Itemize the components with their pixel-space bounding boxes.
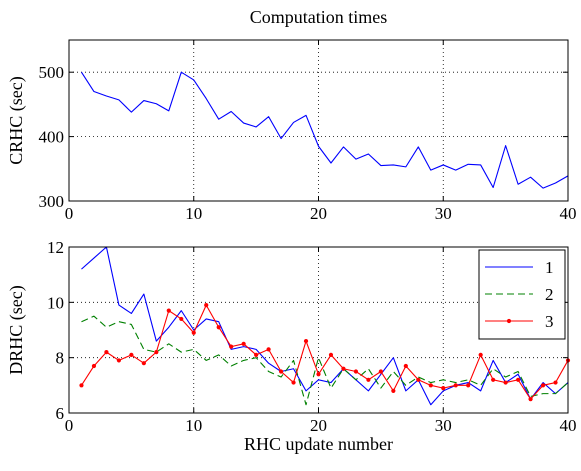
bottom-chart-y-tick-label: 10 [47, 293, 64, 312]
top-chart-y-tick-label: 300 [39, 192, 65, 211]
bottom-chart-series-3-point [503, 380, 508, 385]
legend-marker-3 [506, 318, 512, 324]
bottom-chart-series-3-point [328, 352, 334, 357]
bottom-chart-series-line-1 [81, 246, 569, 406]
top-chart-x-tick-label: 40 [560, 204, 577, 223]
top-chart-x-tick-label: 20 [310, 204, 327, 223]
bottom-chart-y-tick-label: 8 [56, 349, 65, 368]
top-chart: 0 10 20 30 40 300 400 500 Computation times CRHC … [6, 7, 577, 223]
bottom-chart-x-tick-label: 20 [310, 416, 327, 435]
bottom-chart-series-3-point [553, 380, 558, 385]
top-chart-y-tick-label: 400 [39, 128, 65, 147]
legend-label-1: 1 [545, 258, 554, 277]
bottom-chart-series-3-point [378, 369, 383, 374]
bottom-chart-y-tick-label: 12 [47, 238, 64, 257]
bottom-chart-series-3-point [216, 325, 221, 330]
legend-label-3: 3 [545, 312, 554, 331]
bottom-chart-legend: 1 2 3 [478, 249, 566, 340]
bottom-chart-series-3-point [416, 377, 421, 382]
bottom-chart-series-3-point [491, 377, 496, 382]
bottom-chart-series-3-point [540, 383, 546, 388]
bottom-chart-series-3-point [303, 338, 309, 344]
bottom-chart-series-3-point [241, 341, 246, 346]
bottom-chart-series-3-point [291, 380, 296, 385]
bottom-chart-series-3-point [254, 352, 259, 357]
bottom-chart-series-3-point [141, 361, 146, 366]
bottom-chart-series-3-point [129, 352, 134, 357]
top-chart-title: Computation times [250, 7, 388, 27]
top-chart-series-line [81, 71, 569, 189]
bottom-chart-series-3-point [391, 388, 396, 393]
top-chart-y-axis-label: CRHC (sec) [6, 76, 27, 165]
bottom-chart-series-3-point [204, 303, 209, 308]
legend-label-2: 2 [545, 285, 554, 304]
bottom-chart-series-3-point [91, 363, 97, 369]
bottom-chart-series-3-point [191, 330, 196, 335]
bottom-chart-series-line-2 [81, 315, 569, 406]
bottom-chart-x-axis-label: RHC update number [244, 434, 393, 454]
bottom-chart-series-3-point [166, 308, 171, 313]
top-chart-y-tick-label: 500 [39, 63, 65, 82]
bottom-chart-y-tick-label: 6 [56, 404, 65, 423]
bottom-chart-series-3-point [229, 344, 234, 349]
bottom-chart-series-3-point [278, 369, 284, 374]
bottom-chart-series-3-point [154, 350, 159, 355]
bottom-chart-series-3-point [453, 383, 458, 388]
bottom-chart-x-tick-label: 0 [65, 416, 74, 435]
bottom-chart-series-3-point [266, 347, 271, 352]
bottom-chart-series-3-point [341, 366, 346, 371]
top-chart-x-tick-label: 0 [65, 204, 74, 223]
bottom-chart-series-3-point [516, 377, 521, 382]
bottom-chart-series-3-point [179, 316, 184, 322]
bottom-chart-series-3-point [403, 363, 408, 369]
bottom-chart-series-3-point [478, 352, 483, 357]
bottom-chart-series-3-point [366, 377, 371, 382]
bottom-chart-x-tick-label: 40 [560, 416, 577, 435]
bottom-chart-x-tick-label: 30 [435, 416, 452, 435]
bottom-chart-series-3-point [79, 383, 84, 388]
bottom-chart-series-line-3 [81, 304, 569, 400]
bottom-chart-y-axis-label: DRHC (sec) [6, 285, 27, 374]
bottom-chart-series-3-point [316, 372, 321, 377]
top-chart-x-tick-label: 30 [435, 204, 452, 223]
bottom-chart-series-3-point [428, 383, 433, 388]
bottom-chart-series-3-point [104, 350, 109, 355]
bottom-chart-series-3-point [528, 397, 533, 402]
bottom-chart-series-3-point [116, 358, 121, 363]
bottom-chart-series-3-point [441, 386, 446, 391]
bottom-chart-x-tick-label: 10 [185, 416, 202, 435]
bottom-chart-series-3-point [466, 383, 471, 388]
bottom-chart-series-3-point [353, 369, 359, 374]
top-chart-x-tick-label: 10 [185, 204, 202, 223]
